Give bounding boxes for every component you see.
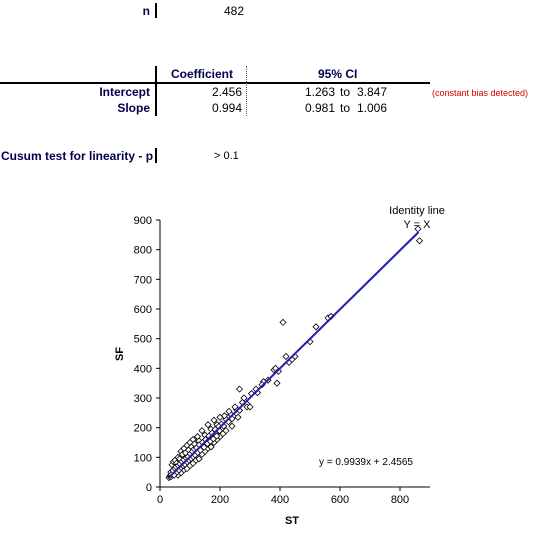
data-point (207, 443, 215, 451)
data-point (312, 323, 320, 331)
data-point (234, 413, 242, 421)
data-point (195, 455, 203, 463)
data-point (235, 385, 244, 393)
regression-line (168, 231, 420, 479)
y-tick-label: 500 (134, 334, 152, 346)
y-axis-label: SF (114, 347, 126, 361)
y-tick-label: 0 (146, 482, 152, 494)
intercept-coef: 2.456 (211, 85, 242, 99)
y-tick-label: 900 (134, 215, 152, 227)
x-tick-label: 200 (211, 494, 229, 506)
n-divider (155, 3, 157, 18)
coefficient-header: Coefficient (171, 67, 234, 81)
x-tick-label: 400 (271, 494, 289, 506)
slope-ci-to: to (340, 101, 351, 115)
slope-ci-high: 1.006 (357, 101, 388, 115)
data-points (165, 225, 424, 482)
data-point (240, 394, 248, 402)
x-tick-label: 600 (331, 494, 349, 506)
header-dotted-divider (246, 66, 247, 82)
fit-lines (168, 230, 420, 479)
n-label: n (142, 4, 150, 18)
ci-header: 95% CI (318, 67, 358, 81)
x-tick-label: 800 (391, 494, 409, 506)
slope-label: Slope (117, 101, 150, 115)
y-tick-label: 200 (134, 423, 152, 435)
x-tick-labels: 0 200 400 600 800 (157, 494, 409, 506)
y-tick-label: 700 (134, 274, 152, 286)
table-body-divider (155, 83, 157, 116)
data-point (225, 407, 233, 415)
plot-axes (156, 219, 430, 491)
data-point (222, 427, 230, 435)
intercept-ci-high: 3.847 (357, 85, 388, 99)
data-point (213, 432, 221, 440)
y-tick-label: 400 (134, 363, 152, 375)
data-point (228, 422, 236, 430)
x-tick-label: 0 (157, 494, 163, 506)
regression-equation: y = 0.9939x + 2.4565 (319, 457, 413, 468)
x-axis-label: ST (285, 515, 299, 527)
data-point (204, 421, 212, 429)
y-tick-label: 100 (134, 452, 152, 464)
cusum-divider (155, 148, 157, 163)
identity-line-label: Identity line (389, 205, 445, 217)
data-point (274, 367, 283, 375)
data-point (231, 403, 239, 411)
y-tick-label: 300 (134, 393, 152, 405)
constant-bias-note: (constant bias detected) (432, 88, 529, 98)
identity-equation-label: Y = X (403, 219, 431, 231)
cusum-value: > 0.1 (214, 150, 239, 162)
y-tick-label: 800 (134, 245, 152, 257)
data-point (210, 416, 218, 424)
y-tick-label: 600 (134, 304, 152, 316)
intercept-ci-to: to (340, 85, 351, 99)
header-divider (155, 66, 157, 82)
y-tick-labels: 0 100 200 300 400 500 600 700 800 900 (134, 215, 152, 494)
data-point (246, 403, 254, 411)
table-body-dotted-divider (246, 83, 247, 116)
n-value: 482 (224, 4, 245, 18)
intercept-ci-low: 1.263 (304, 85, 335, 99)
data-point (279, 318, 287, 326)
intercept-label: Intercept (99, 85, 150, 99)
slope-coef: 0.994 (211, 101, 242, 115)
slope-ci-low: 0.981 (304, 101, 335, 115)
data-point (198, 427, 206, 435)
table-header-rule (0, 82, 430, 84)
data-point (282, 352, 290, 361)
data-point (415, 237, 424, 245)
data-point (273, 379, 281, 387)
data-point (220, 412, 229, 420)
cusum-label: Cusum test for linearity - p (1, 149, 154, 163)
